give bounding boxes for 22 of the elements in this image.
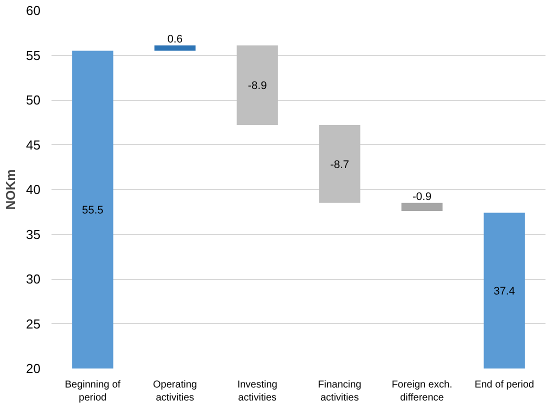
x-tick-label: Investing activities	[237, 380, 278, 404]
y-tick-label: 25	[26, 316, 41, 332]
data-label: -0.9	[412, 191, 432, 204]
data-label: -8.7	[330, 158, 350, 171]
data-label: 55.5	[82, 204, 104, 217]
y-tick-label: 50	[26, 92, 41, 108]
x-tick-label: Operating activities	[153, 380, 197, 404]
y-tick-label: 35	[26, 226, 41, 242]
y-axis-title: NOKm	[3, 169, 18, 210]
y-tick-label: 40	[26, 182, 41, 197]
x-tick-label: Foreign exch. difference	[392, 380, 452, 404]
y-tick-label: 20	[26, 361, 41, 376]
x-tick-label: Financing activities	[318, 380, 362, 404]
y-tick-label: 45	[26, 137, 41, 152]
y-tick-label: 60	[26, 3, 41, 18]
data-label: 37.4	[494, 286, 516, 298]
x-tick-label: End of period	[474, 380, 534, 390]
data-label: -8.9	[248, 80, 267, 92]
y-tick-label: 55	[26, 48, 41, 63]
x-tick-label: Beginning of period	[64, 380, 121, 404]
y-tick-label: 30	[26, 272, 41, 286]
data-label: 0.6	[167, 34, 183, 46]
